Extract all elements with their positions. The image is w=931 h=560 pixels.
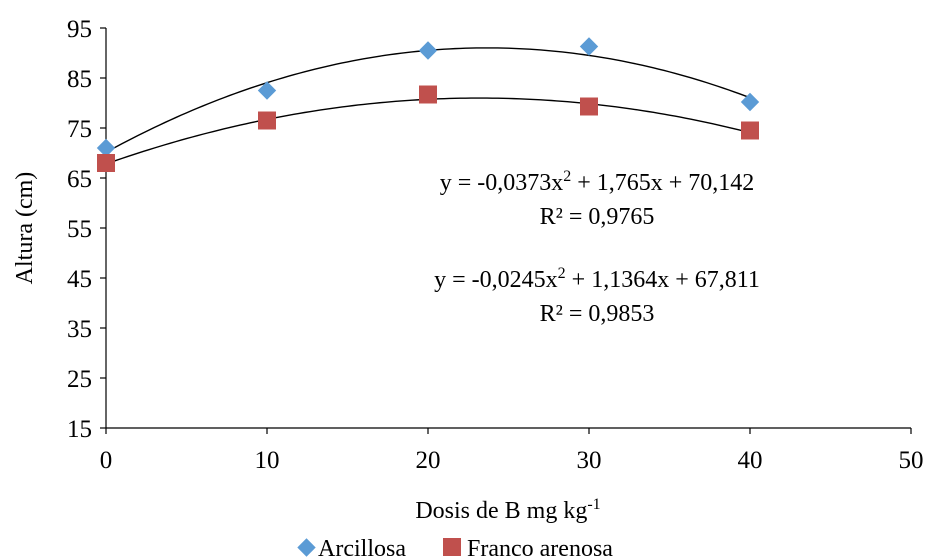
r-squared-label-1: R² = 0,9765 [540,204,655,230]
legend-arcillosa-label: Arcillosa [318,536,406,560]
point-arcillosa [257,81,277,100]
point-arcillosa [740,92,760,112]
legend-franco-arenosa-label: Franco arenosa [467,536,613,560]
y-tick-label: 15 [67,416,92,443]
data-points [96,37,760,172]
x-axis-title-superscript: -1 [587,496,600,513]
equation-1-exponent: 2 [563,168,571,185]
point-arcillosa [579,37,599,56]
point-franco-arenosa [741,121,759,140]
y-tick-label: 95 [67,16,92,43]
point-arcillosa [418,41,438,60]
equation-label-1: y = -0,0373x2 + 1,765x + 70,142 [440,168,755,196]
x-axis-title: Dosis de B mg kg-1 [415,496,600,524]
equation-label-2: y = -0,0245x2 + 1,1364x + 67,811 [434,265,760,293]
y-tick-label: 55 [67,216,92,243]
equation-1-base: y = -0,0373x [440,170,564,196]
x-tick-label: 0 [100,447,113,474]
y-tick-label: 75 [67,116,92,143]
equation-2-rest: + 1,1364x + 67,811 [566,267,760,293]
ticks: 15 25 35 45 55 65 75 85 95 0 10 20 30 40 50 [67,16,924,474]
y-tick-label: 45 [67,266,92,293]
x-tick-label: 20 [416,447,441,474]
point-franco-arenosa [258,111,276,130]
equation-2-exponent: 2 [558,265,566,282]
axes [105,28,911,429]
legend-arcillosa-marker [297,538,316,557]
point-franco-arenosa [419,85,437,104]
r-squared-label-2: R² = 0,9853 [540,301,655,327]
y-tick-label: 25 [67,366,92,393]
x-tick-label: 50 [899,447,924,474]
point-franco-arenosa [97,154,115,172]
equation-2-base: y = -0,0245x [434,267,558,293]
y-axis-title: Altura (cm) [12,172,38,285]
equation-1-rest: + 1,765x + 70,142 [571,170,754,196]
x-tick-label: 10 [255,447,280,474]
y-tick-label: 85 [67,66,92,93]
point-arcillosa [96,138,116,158]
trendline-layer [105,47,751,165]
x-axis-title-main: Dosis de B mg kg [415,498,587,524]
point-franco-arenosa [580,97,598,116]
legend-franco-arenosa-marker [443,538,461,556]
legend: Arcillosa Franco arenosa [297,536,613,560]
y-tick-label: 65 [67,166,92,193]
trendline-series-2 [105,97,751,165]
x-tick-label: 40 [738,447,763,474]
y-tick-label: 35 [67,316,92,343]
x-tick-label: 30 [577,447,602,474]
